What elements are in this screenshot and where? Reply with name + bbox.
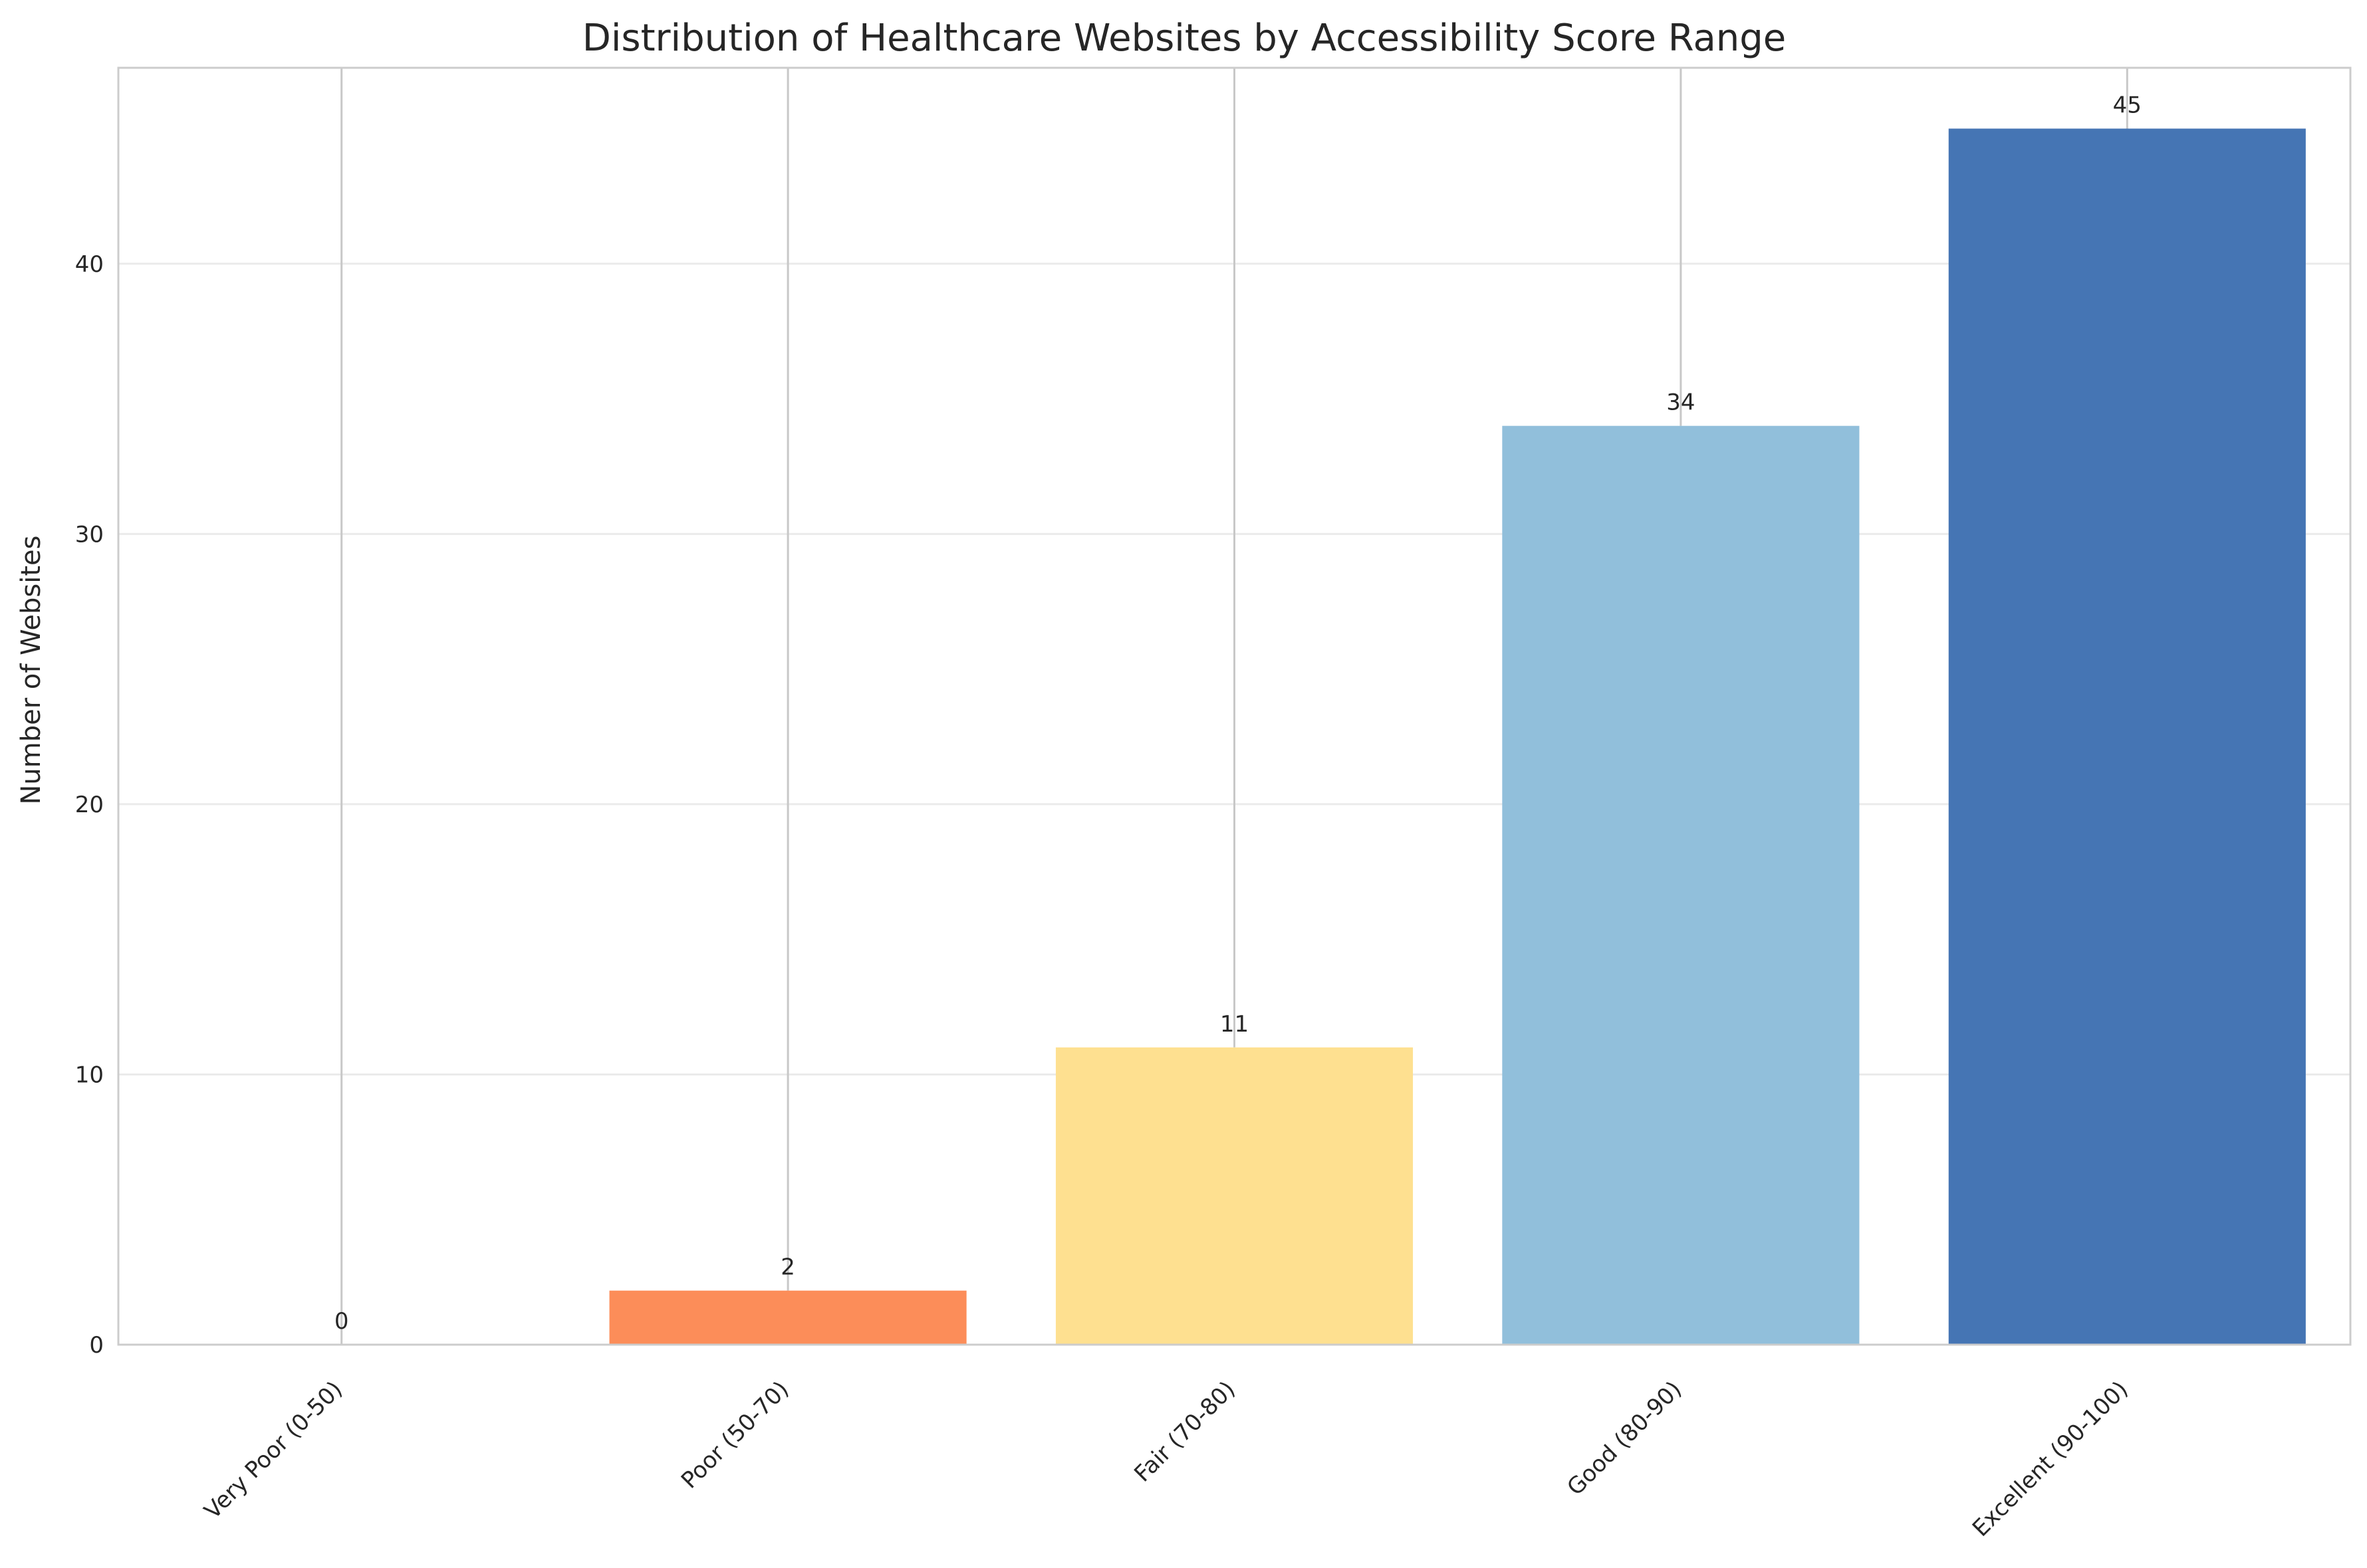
y-axis-label: Number of Websites [16,536,47,805]
data-label: 2 [781,1254,795,1281]
data-label: 34 [1666,390,1695,416]
label-connector-lines [340,68,2128,1345]
data-label: 45 [2113,92,2142,118]
y-tick-label: 20 [75,792,104,818]
bar [1055,1047,1414,1345]
y-tick-label: 10 [75,1062,104,1088]
y-tick-label: 0 [89,1332,104,1359]
data-label: 0 [334,1308,349,1335]
data-label: 11 [1220,1011,1249,1038]
chart-title: Distribution of Healthcare Websites by A… [582,17,1787,60]
bar [1502,425,1860,1345]
plot-frame [117,66,2352,1346]
bar [609,1290,967,1345]
y-tick-label: 40 [75,251,104,278]
y-tick-labels: 0 10 20 30 40 [75,251,104,1359]
y-tick-label: 30 [75,521,104,548]
bar [1948,128,2306,1345]
bars [609,128,2306,1345]
data-labels: 0 2 11 34 45 [334,92,2142,1335]
